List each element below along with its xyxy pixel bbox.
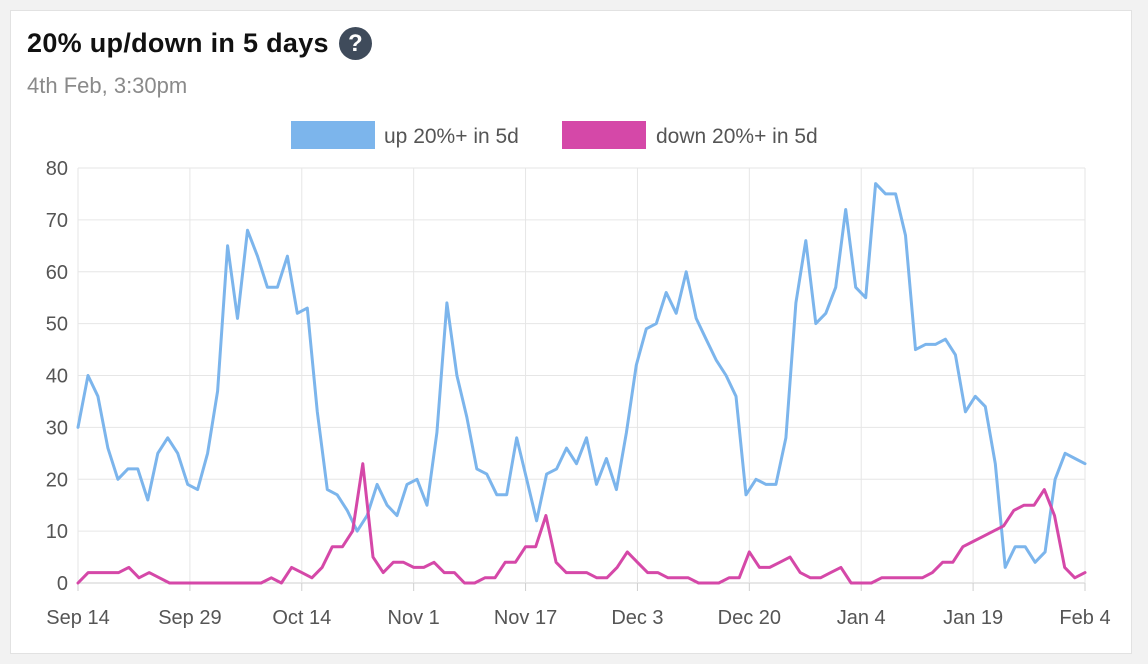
x-tick-label: Feb 4 (1059, 607, 1110, 629)
legend-label: down 20%+ in 5d (656, 125, 818, 148)
x-tick-label: Jan 19 (943, 607, 1003, 629)
x-tick-label: Nov 17 (494, 607, 557, 629)
x-tick-label: Sep 29 (158, 607, 221, 629)
y-tick-label: 20 (46, 469, 68, 491)
chart-subtitle: 4th Feb, 3:30pm (27, 73, 188, 98)
series-lines (76, 182, 1087, 585)
chart-card: 20% up/down in 5 days ? 4th Feb, 3:30pm (10, 10, 1132, 654)
y-axis-ticks: 0 10 20 30 40 50 60 70 80 (46, 158, 68, 595)
legend-item-1[interactable]: down 20%+ in 5d (562, 121, 818, 149)
legend-swatch (562, 121, 646, 149)
y-tick-label: 10 (46, 521, 68, 543)
x-tick-label: Jan 4 (837, 607, 886, 629)
y-tick-label: 0 (57, 573, 68, 595)
y-tick-label: 30 (46, 417, 68, 439)
x-tick-label: Oct 14 (272, 607, 331, 629)
grid (77, 167, 1086, 584)
y-tick-label: 60 (46, 262, 68, 284)
x-tick-label: Dec 3 (611, 607, 663, 629)
series-line-0 (76, 182, 1087, 569)
series-line-1 (76, 462, 1087, 585)
legend-item-0[interactable]: up 20%+ in 5d (291, 121, 519, 149)
y-tick-label: 70 (46, 210, 68, 232)
legend-swatch (291, 121, 375, 149)
x-tick-label: Nov 1 (388, 607, 440, 629)
y-tick-label: 50 (46, 314, 68, 336)
x-tick-label: Dec 20 (718, 607, 781, 629)
question-circle-icon[interactable]: ? (338, 27, 372, 60)
x-axis-ticks: Sep 14 Sep 29 Oct 14 Nov 1 Nov 17 Dec 3 Dec 20… (46, 583, 1111, 629)
y-tick-label: 80 (46, 158, 68, 180)
title-row: 20% up/down in 5 days ? (27, 27, 372, 60)
chart-title: 20% up/down in 5 days (27, 28, 329, 58)
legend[interactable]: up 20%+ in 5d down 20%+ in 5d (291, 121, 818, 149)
y-tick-label: 40 (46, 366, 68, 388)
legend-label: up 20%+ in 5d (384, 125, 519, 148)
x-tick-label: Sep 14 (46, 607, 109, 629)
